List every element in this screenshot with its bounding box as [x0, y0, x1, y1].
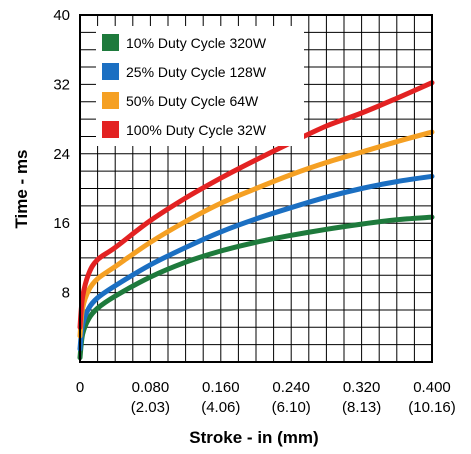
series-line-0 — [77, 214, 435, 361]
x-axis-label: Stroke - in (mm) — [189, 428, 318, 447]
series-line-2 — [77, 129, 435, 339]
legend-label-2: 50% Duty Cycle 64W — [126, 93, 259, 109]
legend-label-1: 25% Duty Cycle 128W — [126, 64, 267, 80]
x-tick-label-5: 0.400 — [413, 379, 451, 396]
x-tick-sublabel-1: (2.03) — [131, 399, 170, 416]
y-tick-label-0: 8 — [62, 285, 70, 302]
x-axis-ticks: 0 0.080 (2.03) 0.160 (4.06) 0.240 (6.10) 0.320 (… — [76, 379, 456, 416]
x-tick-label-3: 0.240 — [272, 379, 310, 396]
legend: 10% Duty Cycle 320W 25% Duty Cycle 128W 50… — [96, 26, 304, 146]
legend-swatch-3 — [102, 121, 119, 138]
x-tick-label-2: 0.160 — [202, 379, 240, 396]
y-tick-label-1: 16 — [53, 215, 70, 232]
series-line-3 — [77, 80, 435, 330]
x-tick-sublabel-3: (6.10) — [272, 399, 311, 416]
legend-swatch-2 — [102, 92, 119, 109]
y-tick-label-3: 32 — [53, 76, 70, 93]
y-tick-label-4: 40 — [53, 7, 70, 24]
y-axis-ticks: 8 16 24 32 40 — [53, 7, 70, 302]
legend-label-0: 10% Duty Cycle 320W — [126, 35, 267, 51]
x-tick-sublabel-4: (8.13) — [342, 399, 381, 416]
legend-swatch-0 — [102, 34, 119, 51]
plot-frame — [79, 14, 433, 363]
legend-label-3: 100% Duty Cycle 32W — [126, 122, 267, 138]
x-tick-sublabel-2: (4.06) — [201, 399, 240, 416]
y-tick-label-2: 24 — [53, 146, 70, 163]
legend-swatch-1 — [102, 63, 119, 80]
x-tick-sublabel-5: (10.16) — [408, 399, 456, 416]
series-line-1 — [77, 173, 435, 352]
legend-background — [96, 26, 304, 146]
y-axis-label: Time - ms — [12, 149, 31, 228]
x-tick-label-0: 0 — [76, 379, 84, 396]
series-lines — [77, 80, 435, 361]
x-tick-label-1: 0.080 — [132, 379, 170, 396]
x-tick-label-4: 0.320 — [343, 379, 381, 396]
